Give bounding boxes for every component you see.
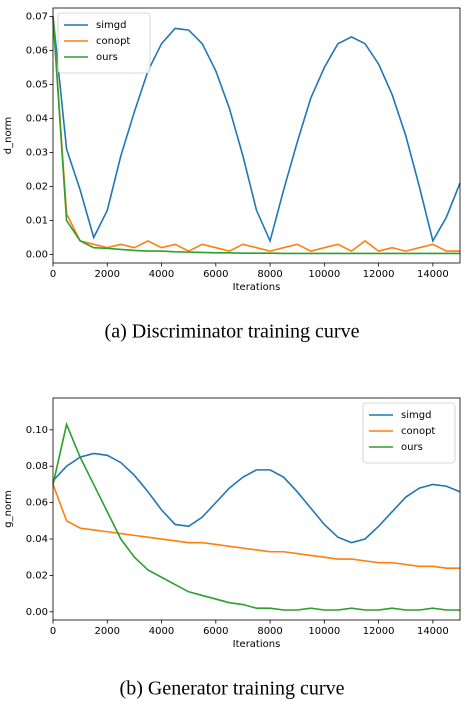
series-line [52, 452, 461, 544]
x-tick-label: 4000 [149, 269, 174, 280]
y-tick-label: 0.08 [26, 461, 48, 472]
x-tick-label: 10000 [308, 626, 340, 637]
x-tick-label: 2000 [95, 626, 120, 637]
y-tick-label: 0.00 [26, 607, 48, 618]
legend-box [362, 402, 456, 464]
x-tick-label: 12000 [363, 269, 395, 280]
y-tick-label: 0.10 [26, 425, 48, 436]
x-axis-label: Iterations [233, 639, 281, 650]
y-tick-label: 0.01 [26, 216, 48, 227]
legend-label: simgd [96, 20, 126, 31]
legend-label: simgd [401, 410, 431, 421]
x-tick-label: 10000 [308, 269, 340, 280]
y-tick-label: 0.06 [26, 46, 48, 57]
x-axis-label: Iterations [233, 282, 281, 293]
x-tick-label: 14000 [417, 269, 449, 280]
x-tick-label: 0 [50, 626, 56, 637]
y-tick-label: 0.02 [26, 182, 48, 193]
plot-frame [52, 397, 461, 621]
y-tick-label: 0.07 [26, 12, 48, 23]
y-tick-label: 0.03 [26, 148, 48, 159]
caption: (a) Discriminator training curve [105, 321, 360, 343]
x-tick-label: 14000 [417, 626, 449, 637]
y-tick-label: 0.02 [26, 570, 48, 581]
y-axis-label: d_norm [3, 117, 14, 154]
y-tick-label: 0.05 [26, 80, 48, 91]
y-tick-label: 0.06 [26, 498, 48, 509]
legend-label: conopt [401, 426, 435, 437]
x-tick-label: 12000 [363, 626, 395, 637]
series-line [52, 484, 460, 569]
legend-label: conopt [96, 36, 130, 47]
y-axis-label: g_norm [3, 490, 14, 527]
x-tick-label: 8000 [257, 269, 282, 280]
series-line [52, 16, 460, 255]
x-tick-label: 6000 [203, 626, 228, 637]
series-line [52, 16, 460, 253]
legend-label: ours [401, 442, 423, 453]
y-tick-label: 0.04 [26, 114, 48, 125]
series-line [52, 16, 461, 244]
x-tick-label: 2000 [95, 269, 120, 280]
plot-frame [52, 7, 461, 264]
x-tick-label: 6000 [203, 269, 228, 280]
x-tick-label: 8000 [257, 626, 282, 637]
legend-label: ours [96, 52, 118, 63]
caption: (b) Generator training curve [120, 678, 345, 700]
legend-box [57, 12, 151, 74]
y-tick-label: 0.04 [26, 534, 48, 545]
x-tick-label: 0 [50, 269, 56, 280]
y-tick-label: 0.00 [26, 250, 48, 261]
x-tick-label: 4000 [149, 626, 174, 637]
series-line [52, 421, 460, 611]
